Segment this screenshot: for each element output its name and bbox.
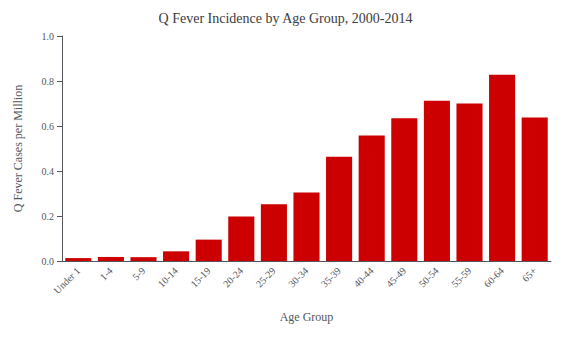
svg-text:50-54: 50-54 [417,265,441,289]
svg-text:65+: 65+ [520,265,539,284]
svg-text:0.6: 0.6 [42,121,55,132]
svg-text:0.4: 0.4 [42,166,55,177]
svg-text:40-44: 40-44 [351,265,375,289]
svg-text:Age Group: Age Group [280,310,334,324]
svg-text:1-4: 1-4 [98,265,115,282]
svg-text:10-14: 10-14 [156,265,180,289]
svg-text:5-9: 5-9 [130,265,147,282]
svg-text:0.8: 0.8 [42,76,55,87]
svg-text:1.0: 1.0 [42,31,55,42]
svg-text:55-59: 55-59 [449,265,473,289]
svg-text:45-49: 45-49 [384,265,408,289]
svg-text:0.0: 0.0 [42,256,55,267]
svg-text:15-19: 15-19 [188,265,212,289]
svg-text:30-34: 30-34 [286,265,310,289]
svg-text:Q Fever Cases per Million: Q Fever Cases per Million [11,85,25,212]
svg-text:60-64: 60-64 [482,265,506,289]
svg-text:Q Fever Incidence by Age Group: Q Fever Incidence by Age Group, 2000-201… [159,11,413,26]
svg-text:0.2: 0.2 [42,211,55,222]
svg-text:20-24: 20-24 [221,265,245,289]
svg-text:25-29: 25-29 [254,265,278,289]
svg-text:35-39: 35-39 [319,265,343,289]
svg-text:Under 1: Under 1 [51,265,82,296]
